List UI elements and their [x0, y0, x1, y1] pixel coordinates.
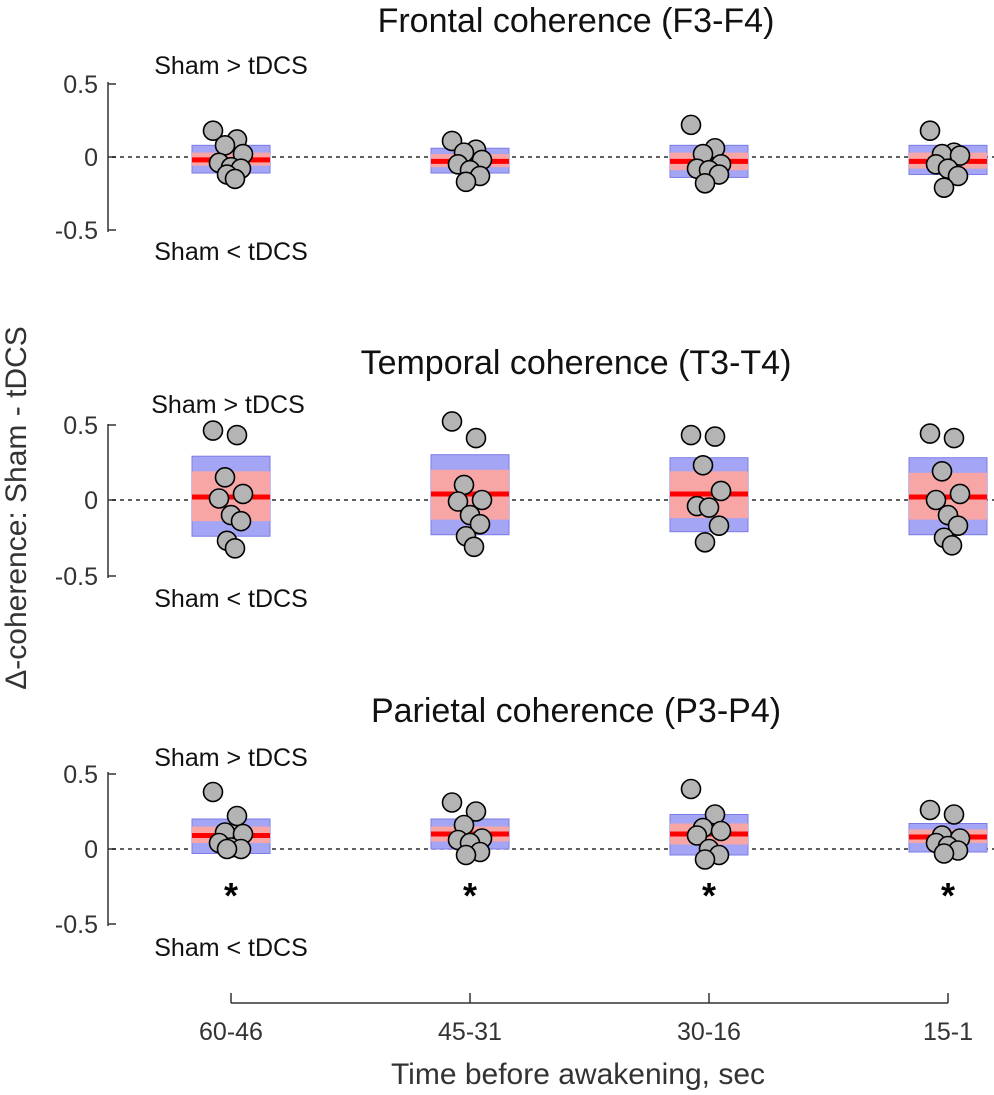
data-point [943, 804, 965, 825]
data-point [226, 424, 248, 446]
frontal-data-groups [191, 114, 988, 198]
annotation-sham-greater: Sham > tDCS [154, 744, 308, 772]
data-point [933, 843, 955, 864]
data-point [680, 424, 702, 446]
box-group-30-16 [669, 114, 749, 194]
data-point [949, 145, 971, 166]
data-point [919, 799, 941, 821]
significance-star: * [224, 875, 238, 916]
x-tick-label: 15-1 [923, 1018, 973, 1046]
box-group-45-31: * [430, 792, 510, 916]
data-point [698, 497, 720, 518]
y-tick-label: 0.5 [63, 761, 98, 789]
y-axis-label: Δ-coherence: Sham - tDCS [0, 326, 33, 690]
annotation-sham-less: Sham < tDCS [154, 238, 308, 266]
data-point [226, 805, 248, 827]
y-tick-label: 0 [84, 144, 98, 172]
data-point [471, 489, 493, 511]
data-point [208, 488, 230, 509]
x-tick-label: 30-16 [677, 1018, 741, 1046]
box-group-45-31 [430, 130, 510, 193]
data-point [224, 538, 246, 559]
panel-title-parietal: Parietal coherence (P3-P4) [371, 692, 781, 730]
data-point [694, 531, 716, 553]
data-point [694, 172, 716, 194]
data-point [469, 513, 491, 535]
data-point [919, 423, 941, 444]
y-tick-label: 0.5 [63, 412, 98, 440]
x-axis: 60-46 45-31 30-16 15-1 Time before awakenin… [199, 993, 973, 1091]
temporal-data-groups [191, 411, 988, 559]
box-group-30-16 [669, 424, 749, 553]
data-point [710, 480, 732, 502]
data-point [704, 426, 726, 447]
parietal-data-groups: * * * * [191, 778, 988, 916]
box-group-15-1: * [908, 799, 988, 916]
data-point [465, 427, 487, 449]
x-axis-label: Time before awakening, sec [391, 1058, 765, 1091]
data-point [455, 844, 477, 866]
x-tick-label: 60-46 [199, 1018, 263, 1046]
box-group-45-31 [430, 411, 510, 558]
y-tick-label: 0.5 [63, 71, 98, 99]
data-point [202, 120, 224, 142]
box-group-30-16: * [669, 778, 749, 916]
data-point [680, 114, 702, 136]
data-point [931, 461, 953, 482]
y-tick-label: 0 [84, 487, 98, 515]
annotation-sham-less: Sham < tDCS [154, 585, 308, 613]
panel-title-frontal: Frontal coherence (F3-F4) [378, 2, 775, 40]
x-tick-label: 45-31 [438, 1018, 502, 1046]
y-tick-label: -0.5 [55, 563, 98, 591]
significance-star: * [702, 875, 716, 916]
data-point [919, 120, 941, 142]
box-group-60-46: * [191, 781, 271, 916]
x-ticks: 60-46 45-31 30-16 15-1 [199, 993, 973, 1046]
data-point [455, 171, 477, 193]
annotation-sham-greater: Sham > tDCS [151, 391, 305, 419]
data-point [694, 849, 716, 870]
data-point [465, 801, 487, 822]
box-group-60-46 [191, 120, 271, 190]
annotation-sham-less: Sham < tDCS [154, 934, 308, 962]
data-point [232, 483, 254, 505]
data-point [686, 825, 708, 846]
data-point [949, 483, 971, 505]
data-point [214, 135, 236, 156]
data-point [692, 454, 714, 476]
significance-star: * [941, 875, 955, 916]
data-point [933, 177, 955, 198]
y-tick-label: -0.5 [55, 911, 98, 939]
data-point [216, 838, 238, 860]
data-point [925, 489, 947, 511]
box-group-15-1 [908, 120, 988, 198]
box-group-60-46 [191, 420, 271, 559]
box-group-15-1 [908, 423, 988, 556]
data-point [708, 515, 730, 536]
panel-frontal: Frontal coherence (F3-F4) Sham > tDCS Sh… [55, 2, 994, 266]
panel-title-temporal: Temporal coherence (T3-T4) [361, 344, 792, 382]
y-tick-label: -0.5 [55, 217, 98, 245]
data-point [214, 467, 236, 488]
data-point [947, 515, 969, 536]
data-point [224, 168, 246, 190]
data-point [947, 165, 969, 187]
data-point [943, 427, 965, 449]
data-point [710, 820, 732, 842]
data-point [202, 420, 224, 441]
significance-star: * [463, 875, 477, 916]
data-point [202, 781, 224, 803]
data-point [941, 534, 963, 556]
data-point [230, 510, 252, 532]
data-point [447, 491, 469, 512]
panel-temporal: Temporal coherence (T3-T4) Sham > tDCS S… [55, 344, 994, 613]
annotation-sham-greater: Sham > tDCS [154, 52, 308, 80]
data-point [680, 778, 702, 800]
panel-parietal: Parietal coherence (P3-P4) Sham > tDCS S… [55, 692, 994, 962]
data-point [441, 792, 463, 813]
y-tick-label: 0 [84, 836, 98, 864]
data-point [441, 411, 463, 432]
data-point [463, 536, 485, 558]
